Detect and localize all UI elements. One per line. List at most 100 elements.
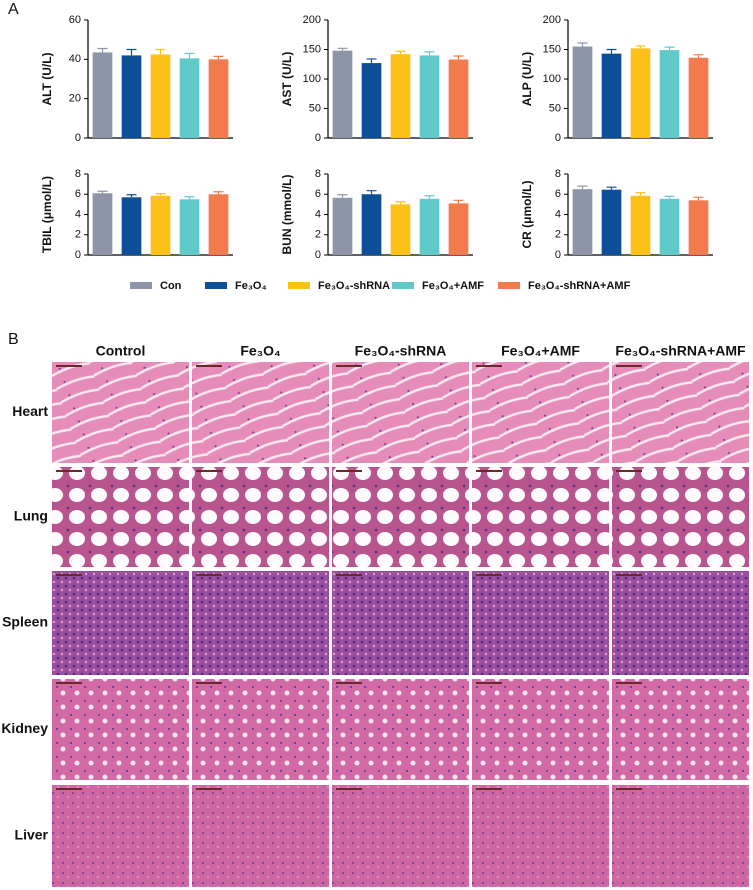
histology-image xyxy=(192,679,329,780)
histology-image xyxy=(472,679,609,780)
y-tick-label: 2 xyxy=(555,229,561,241)
histology-image xyxy=(332,362,469,463)
error-bar xyxy=(635,45,646,49)
histology-image xyxy=(612,467,749,567)
bar xyxy=(448,59,469,138)
row-label: Liver xyxy=(15,827,49,843)
histology-image xyxy=(332,467,469,567)
y-tick-label: 0 xyxy=(555,249,561,261)
row-label: Kidney xyxy=(1,720,48,736)
panel-label: B xyxy=(8,331,19,348)
histology-image xyxy=(52,571,189,675)
error-bar xyxy=(453,55,464,60)
histology-image xyxy=(332,679,469,780)
y-tick-label: 2 xyxy=(315,229,321,241)
bar xyxy=(361,194,382,255)
y-tick-label: 4 xyxy=(75,208,81,220)
y-tick-label: 100 xyxy=(543,73,561,85)
y-axis-label: ALP (U/L) xyxy=(520,52,534,106)
legend-swatch xyxy=(205,282,227,289)
y-tick-label: 50 xyxy=(309,102,321,114)
error-bar xyxy=(635,192,646,196)
error-bar xyxy=(337,194,348,198)
y-tick-label: 0 xyxy=(315,132,321,144)
y-tick-label: 0 xyxy=(315,249,321,261)
legend-label: Fe₃O₄+AMF xyxy=(422,280,484,292)
y-tick-label: 60 xyxy=(69,14,81,26)
bar xyxy=(630,195,651,255)
bar xyxy=(150,54,171,138)
error-bar xyxy=(693,54,704,58)
histology-image xyxy=(192,362,329,463)
error-bar xyxy=(664,46,675,51)
legend-swatch xyxy=(498,282,520,289)
bar xyxy=(179,199,200,255)
histology-image xyxy=(612,362,749,463)
y-tick-label: 4 xyxy=(315,208,321,220)
histology-image xyxy=(192,785,329,887)
y-tick-label: 20 xyxy=(69,93,81,105)
bar xyxy=(419,55,440,138)
histology-image xyxy=(192,467,329,567)
histology-image xyxy=(472,785,609,887)
y-axis-label: BUN (mmol/L) xyxy=(280,175,294,255)
bar xyxy=(601,53,622,138)
histology-image xyxy=(192,571,329,675)
histology-image xyxy=(52,467,189,567)
bar xyxy=(332,50,353,138)
bar xyxy=(419,198,440,255)
bar xyxy=(121,55,142,138)
legend-label: Con xyxy=(160,280,182,292)
y-tick-label: 6 xyxy=(555,188,561,200)
bar xyxy=(150,195,171,255)
y-tick-label: 0 xyxy=(555,132,561,144)
y-tick-label: 150 xyxy=(543,43,561,55)
y-axis-label: CR (μmol/L) xyxy=(520,180,534,248)
bar xyxy=(630,48,651,138)
row-label: Lung xyxy=(14,508,48,524)
bar xyxy=(208,194,229,255)
y-axis-label: AST (U/L) xyxy=(280,52,294,107)
bar xyxy=(688,57,709,139)
legend-swatch xyxy=(130,282,152,289)
error-bar xyxy=(453,199,464,204)
histology-image xyxy=(612,679,749,780)
legend-swatch xyxy=(392,282,414,289)
error-bar xyxy=(606,48,617,54)
bar xyxy=(572,46,593,138)
y-tick-label: 200 xyxy=(543,14,561,26)
histology-image xyxy=(612,785,749,887)
y-tick-label: 8 xyxy=(555,168,561,180)
y-tick-label: 2 xyxy=(75,229,81,241)
error-bar xyxy=(126,194,137,198)
legend-label: Fe₃O₄ xyxy=(235,280,267,292)
error-bar xyxy=(693,196,704,201)
legend-swatch xyxy=(288,282,310,289)
bar xyxy=(179,58,200,138)
y-tick-label: 0 xyxy=(75,132,81,144)
error-bar xyxy=(337,47,348,51)
bar xyxy=(659,50,680,139)
bar xyxy=(448,203,469,255)
legend-label: Fe₃O₄-shRNA+AMF xyxy=(528,280,631,292)
histology-image xyxy=(472,362,609,463)
row-label: Heart xyxy=(12,403,48,419)
column-header: Fe₃O₄ xyxy=(240,343,280,359)
bar xyxy=(688,200,709,255)
histology-image xyxy=(52,362,189,463)
y-tick-label: 6 xyxy=(75,188,81,200)
error-bar xyxy=(155,193,166,196)
y-tick-label: 6 xyxy=(315,188,321,200)
error-bar xyxy=(155,48,166,55)
bar xyxy=(332,197,353,255)
column-header: Control xyxy=(96,343,146,359)
error-bar xyxy=(606,186,617,190)
panel-label: A xyxy=(8,1,19,18)
error-bar xyxy=(395,201,406,205)
histology-image xyxy=(472,467,609,567)
error-bar xyxy=(213,191,224,195)
error-bar xyxy=(213,55,224,60)
error-bar xyxy=(184,196,195,200)
bar xyxy=(92,52,113,139)
bar xyxy=(572,189,593,255)
